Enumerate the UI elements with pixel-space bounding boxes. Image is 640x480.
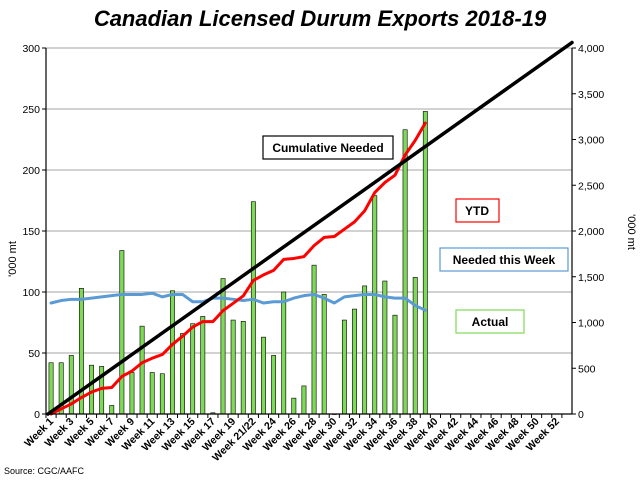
legend-box-needed bbox=[439, 247, 569, 272]
legend-actual: Actual bbox=[455, 309, 525, 334]
y-tick-label-left: 150 bbox=[22, 226, 40, 238]
bar bbox=[180, 333, 185, 415]
bar bbox=[129, 372, 135, 415]
bar bbox=[281, 291, 287, 415]
bar bbox=[321, 294, 327, 415]
bar bbox=[240, 320, 246, 415]
legend-needed-this-week: Needed this Week bbox=[439, 247, 569, 272]
y-tick-label-right: 2,000 bbox=[578, 226, 604, 238]
bar bbox=[402, 129, 408, 415]
bar bbox=[422, 111, 428, 415]
y-axis-label-right: '000 mt bbox=[625, 214, 637, 250]
bar bbox=[139, 325, 145, 415]
legend-ytd: YTD bbox=[455, 198, 500, 223]
bar bbox=[271, 355, 277, 415]
y-tick-label-right: 500 bbox=[578, 363, 596, 375]
y-tick-label-right: 3,000 bbox=[578, 135, 604, 147]
chart-title: Canadian Licensed Durum Exports 2018-19 bbox=[94, 6, 547, 31]
source-note: Source: CGC/AAFC bbox=[4, 466, 85, 476]
bar bbox=[261, 336, 266, 415]
y-tick-label-left: 100 bbox=[22, 287, 40, 299]
bar bbox=[382, 280, 388, 415]
bar bbox=[89, 364, 94, 415]
line-needed-this-week bbox=[49, 291, 427, 312]
right-axis-ticks: 0 500 1,000 1,500 2,000 2,500 3,000 3,500 4,000 bbox=[572, 43, 604, 421]
y-tick-label-right: 2,500 bbox=[578, 180, 604, 192]
legend-box-cumulative bbox=[262, 135, 394, 160]
bar bbox=[362, 285, 368, 415]
line-series bbox=[46, 40, 574, 416]
y-tick-label-left: 0 bbox=[34, 409, 40, 421]
y-axis-label-left: '000 mt bbox=[7, 241, 19, 277]
bar bbox=[149, 372, 155, 415]
legend-box-actual bbox=[455, 309, 525, 334]
legend-label-needed: Needed this Week bbox=[453, 253, 556, 267]
legend-cumulative-needed: Cumulative Needed bbox=[262, 135, 394, 160]
bar bbox=[230, 319, 236, 415]
legend-label-ytd: YTD bbox=[465, 204, 489, 218]
legend-label-cumulative: Cumulative Needed bbox=[272, 141, 383, 155]
bar bbox=[48, 362, 54, 415]
y-tick-label-left: 250 bbox=[22, 104, 40, 116]
bar bbox=[159, 373, 165, 415]
bar bbox=[170, 290, 175, 415]
y-tick-label-left: 300 bbox=[22, 43, 40, 55]
bar bbox=[291, 397, 297, 415]
bar bbox=[190, 323, 196, 415]
y-tick-label-left: 200 bbox=[22, 165, 40, 177]
y-tick-label-right: 1,500 bbox=[578, 272, 604, 284]
bar bbox=[352, 308, 357, 415]
bar bbox=[392, 314, 398, 415]
bar bbox=[301, 385, 307, 415]
line-cumulative-needed bbox=[46, 40, 574, 416]
bar bbox=[341, 319, 347, 415]
bar bbox=[311, 264, 317, 415]
bar bbox=[109, 405, 115, 415]
y-tick-label-right: 4,000 bbox=[578, 43, 604, 55]
bar bbox=[200, 316, 206, 415]
y-tick-label-left: 50 bbox=[28, 348, 40, 360]
line-ytd bbox=[49, 121, 427, 416]
legend-box-ytd bbox=[455, 198, 500, 223]
y-tick-label-right: 3,500 bbox=[578, 89, 604, 101]
y-tick-label-right: 1,000 bbox=[578, 318, 604, 330]
y-tick-label-right: 0 bbox=[578, 409, 584, 421]
bar bbox=[119, 250, 125, 415]
bar bbox=[412, 277, 418, 415]
legend-label-actual: Actual bbox=[472, 315, 509, 329]
bar bbox=[372, 195, 378, 415]
left-axis-ticks: 0 50 100 150 200 250 300 bbox=[22, 43, 46, 421]
bar bbox=[250, 201, 256, 415]
